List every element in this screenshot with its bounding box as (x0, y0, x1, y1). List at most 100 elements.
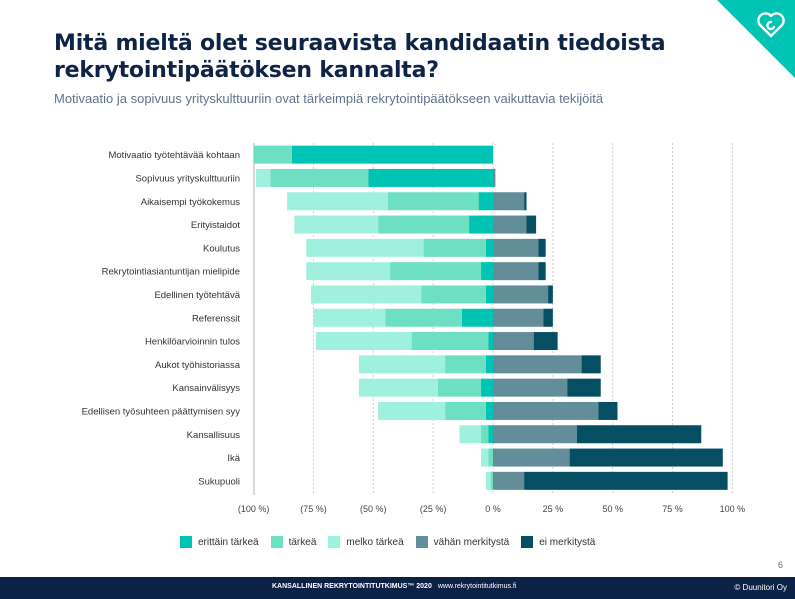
bar-segment (548, 285, 553, 304)
bar-segment (493, 192, 525, 211)
bar-segment (526, 215, 537, 234)
bar-segment (255, 168, 271, 187)
bar-segment (378, 401, 446, 420)
bar-segment (385, 308, 462, 327)
category-label: Aikaisempi työkokemus (141, 197, 241, 208)
bar-segment (306, 238, 424, 257)
legend-swatch (415, 536, 428, 548)
legend-item: vähän merkitystä (415, 536, 510, 548)
bar-segment (481, 378, 493, 397)
bar-segment (493, 378, 568, 397)
bar-segment (485, 471, 491, 490)
bar-segment (294, 215, 379, 234)
footer-left: KANSALLINEN REKRYTOINTITUTKIMUS™ 2020 www… (272, 583, 516, 590)
bar-segment (493, 425, 577, 444)
legend-item: ei merkitystä (521, 536, 595, 548)
x-tick-label: (50 %) (360, 504, 387, 514)
footer-url[interactable]: www.rekrytointitutkimus.fi (437, 583, 517, 590)
bar-segment (481, 448, 489, 467)
bar-segment (598, 401, 618, 420)
bar-segment (485, 238, 493, 257)
bar-segment (421, 285, 486, 304)
footer-study-name: KANSALLINEN REKRYTOINTITUTKIMUS™ 2020 (272, 583, 432, 590)
category-label: Kansallisuus (187, 430, 241, 441)
bar-segment (387, 192, 479, 211)
bar-segment (493, 262, 539, 281)
category-label: Koulutus (203, 243, 240, 254)
bar-segment (437, 378, 482, 397)
diverging-bar-chart: (100 %) (75 %) (50 %) (25 %) 0 % 25 % 50 % 75 %… (82, 143, 746, 514)
category-label: Referenssit (192, 313, 240, 324)
bar-segment (459, 425, 482, 444)
heart-logo-icon (757, 12, 785, 38)
bar-segment (567, 378, 601, 397)
bar-segment (485, 401, 493, 420)
category-label: Edellinen työtehtävä (154, 290, 240, 301)
x-tick-label: 75 % (662, 504, 683, 514)
bar-segment (306, 262, 391, 281)
bar-segment (488, 425, 493, 444)
bar-segment (253, 145, 292, 164)
corner-accent (717, 0, 795, 78)
bar-segment (569, 448, 723, 467)
bar-segment (490, 471, 493, 490)
legend-label: melko tärkeä (346, 536, 404, 548)
bar-segment (488, 332, 493, 351)
bar-segment (493, 448, 570, 467)
legend-item: erittäin tärkeä (180, 536, 259, 548)
page-title: Mitä mieltä olet seuraavista kandidaatin… (54, 31, 666, 83)
x-tick-label: (75 %) (300, 504, 327, 514)
bar-segment (493, 332, 534, 351)
x-tick-label: (100 %) (238, 504, 270, 514)
bar-segment (469, 215, 493, 234)
category-label: Edellisen työsuhteen päättymisen syy (82, 406, 241, 417)
category-label: Motivaatio työtehtävää kohtaan (108, 150, 240, 161)
bar-segment (493, 168, 496, 187)
bar-segment (524, 192, 527, 211)
legend-swatch (180, 536, 192, 548)
bar-segment (485, 355, 493, 374)
category-label: Aukot työhistoriassa (155, 360, 241, 371)
bar-segment (478, 192, 493, 211)
legend-item: melko tärkeä (328, 536, 404, 548)
bar-segment (493, 238, 539, 257)
x-tick-label: 50 % (602, 504, 623, 514)
category-label: Henkilöarvioinnin tulos (145, 337, 240, 348)
legend-swatch (270, 536, 283, 548)
category-label: Sukupuoli (198, 476, 240, 487)
legend-label: ei merkitystä (539, 536, 596, 548)
footer-bar: KANSALLINEN REKRYTOINTITUTKIMUS™ 2020 www… (0, 577, 795, 599)
bar-segment (481, 425, 489, 444)
x-tick-label: 25 % (543, 504, 564, 514)
category-label: Sopivuus yrityskulttuuriin (135, 173, 240, 184)
bar-segment (488, 448, 493, 467)
category-label: Rekrytointiasiantuntijan mielipide (102, 267, 240, 278)
bar-segment (493, 308, 544, 327)
bar-segment (576, 425, 702, 444)
bar-segment (493, 401, 599, 420)
bar-segment (291, 145, 493, 164)
legend-label: erittäin tärkeä (198, 536, 259, 548)
bar-segment (538, 262, 546, 281)
bar-segment (533, 332, 558, 351)
bar-segment (538, 238, 546, 257)
category-label: Ikä (227, 453, 240, 464)
x-tick-label: 0 % (485, 504, 501, 514)
legend-swatch (328, 536, 341, 548)
bar-segment (315, 332, 412, 351)
page-number: 6 (777, 560, 783, 570)
x-tick-label: 100 % (720, 504, 746, 514)
bar-segment (423, 238, 486, 257)
bar-segment (493, 471, 525, 490)
bar-segment (358, 355, 446, 374)
category-label: Kansainvälisyys (172, 383, 240, 394)
legend-item: tärkeä (270, 536, 316, 548)
bar-segment (311, 285, 422, 304)
bar-segment (481, 262, 493, 281)
legend-label: vähän merkitystä (433, 536, 510, 548)
bar-segment (445, 401, 486, 420)
bar-segment (581, 355, 601, 374)
bar-segment (368, 168, 493, 187)
footer-copyright: © Duunitori Oy (734, 583, 787, 592)
bar-segment (493, 355, 582, 374)
